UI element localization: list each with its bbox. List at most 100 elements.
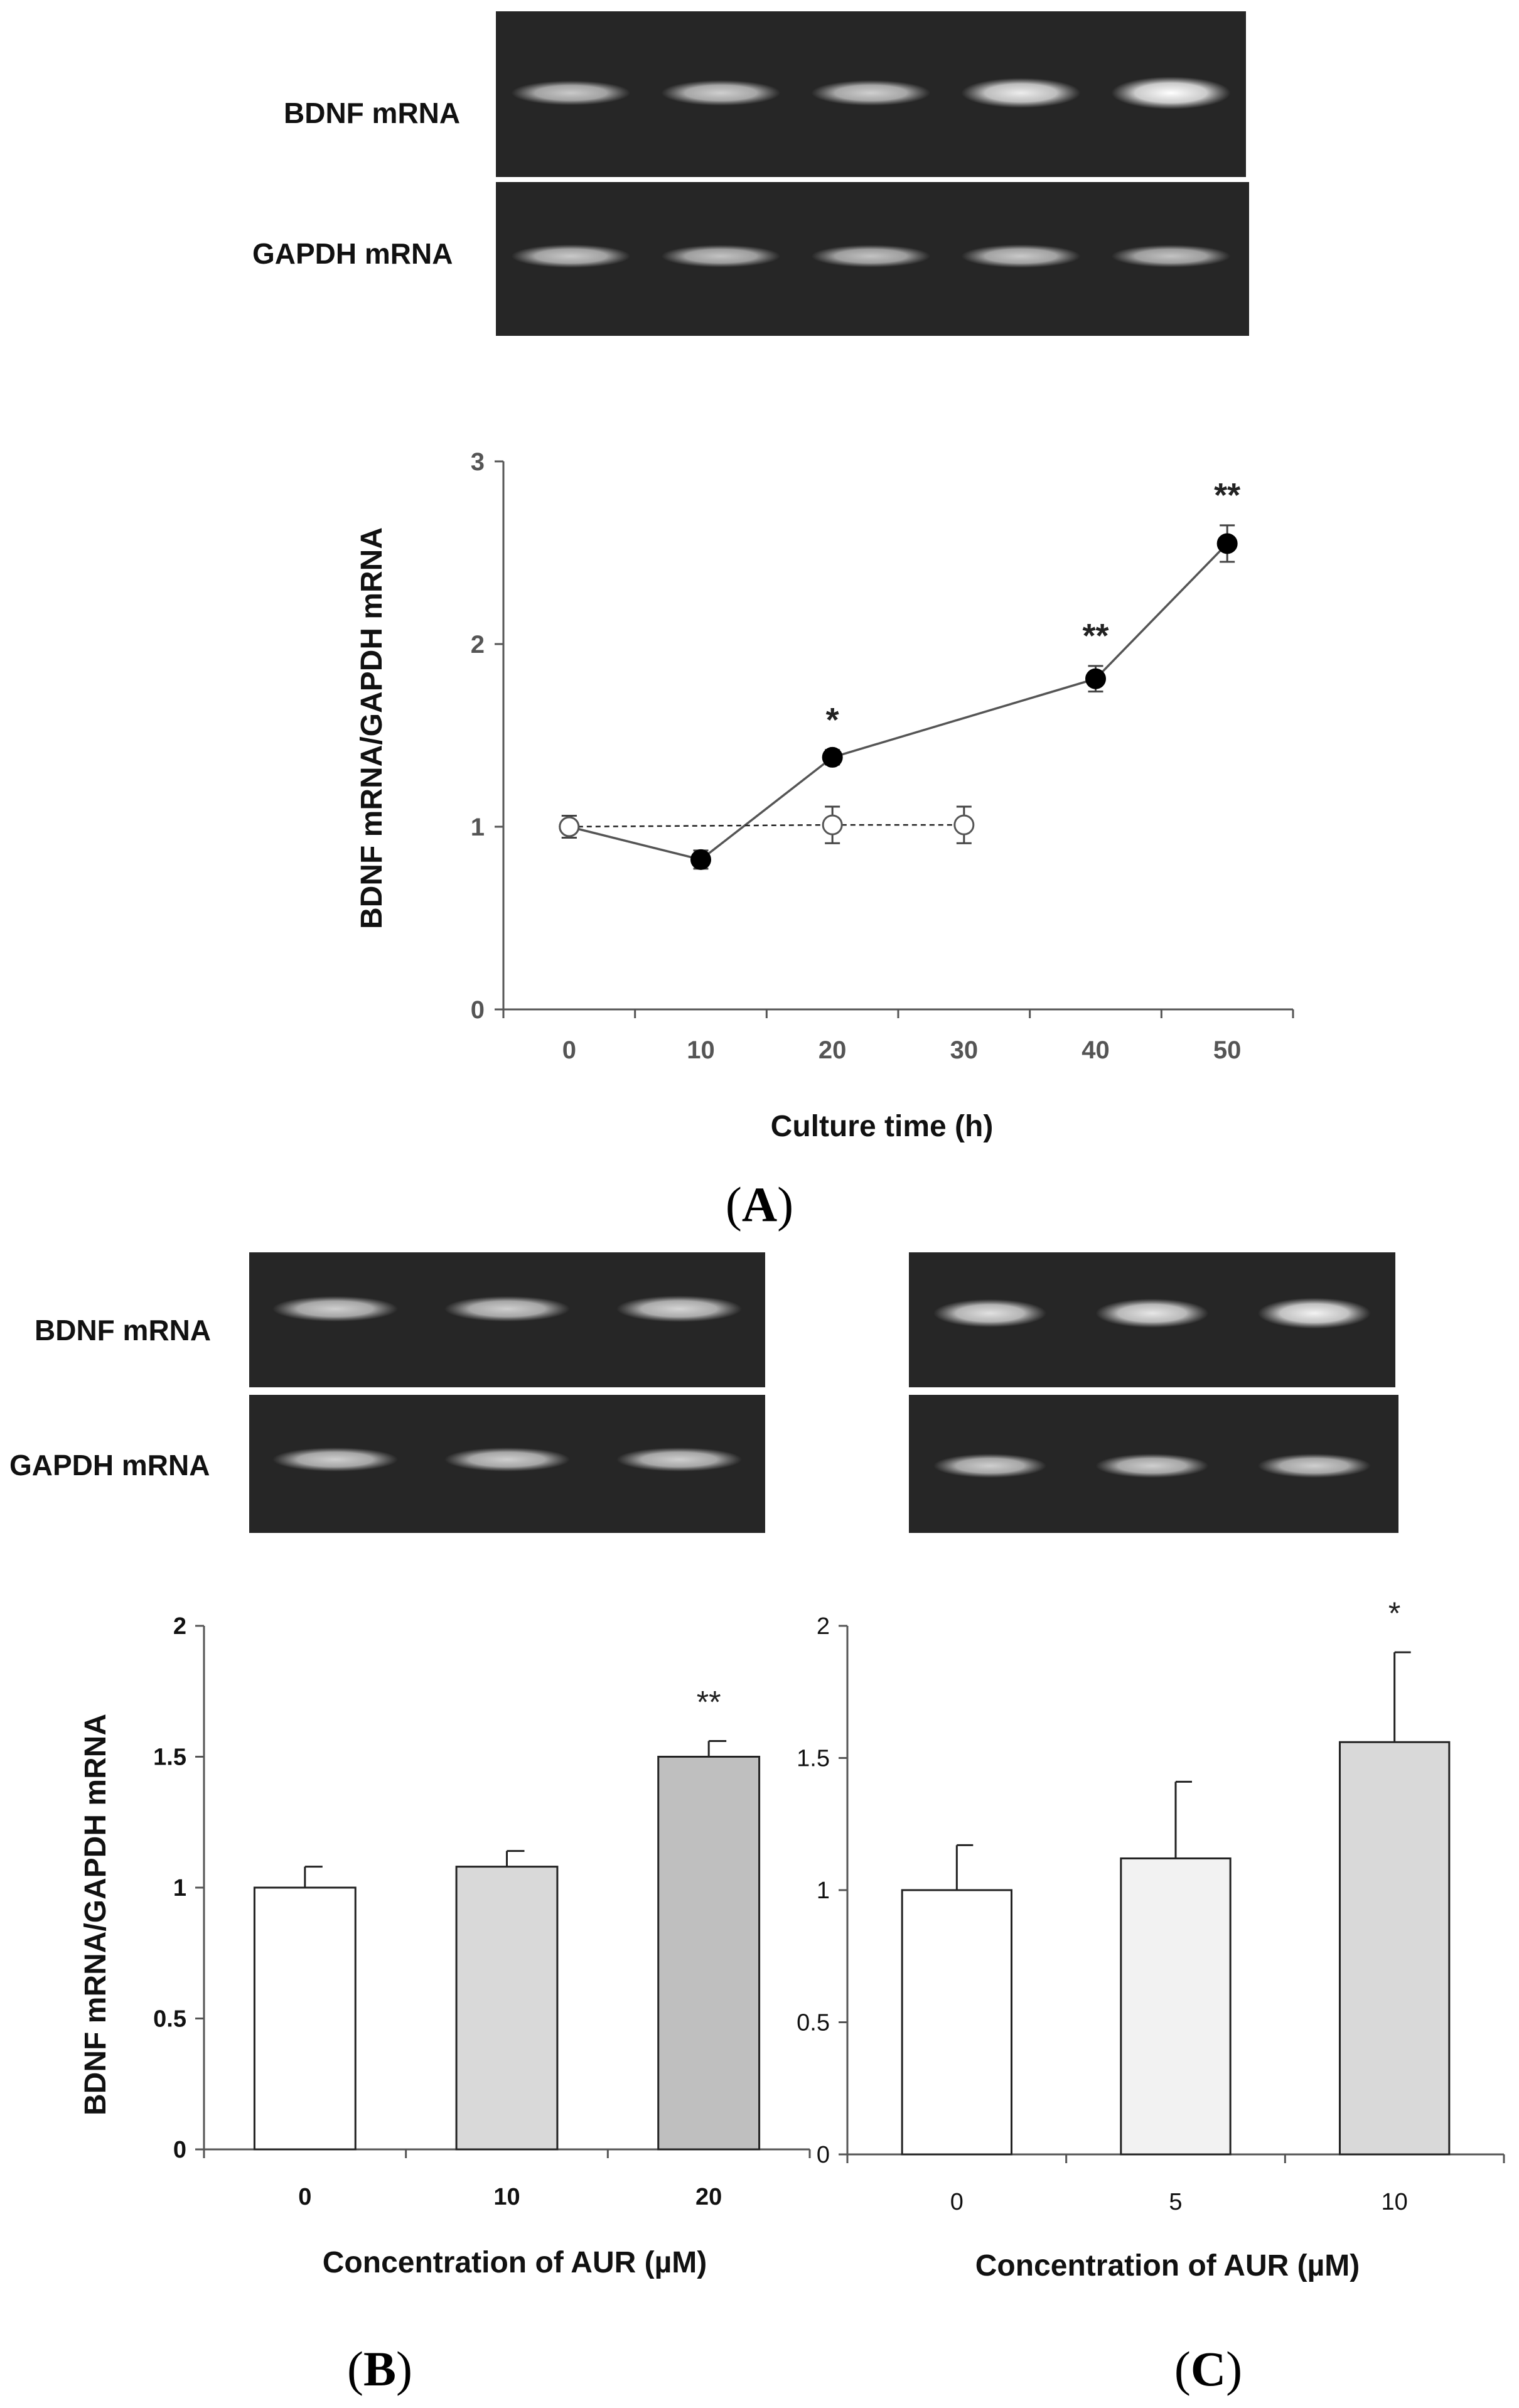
panel-letter-a: A bbox=[742, 1177, 777, 1232]
chart-c-y-tick-label: 1 bbox=[817, 1878, 830, 1904]
chart-b-y-tick-label: 0.5 bbox=[153, 2006, 186, 2033]
gel-c-bdnf-band bbox=[1257, 1298, 1371, 1329]
gel-a-bdnf-band bbox=[661, 80, 781, 106]
chart-a-x-tick-label: 40 bbox=[1082, 1036, 1110, 1064]
gel-b-gapdh-label: GAPDH mRNA bbox=[9, 1449, 210, 1481]
gel-c-gapdh-band bbox=[1257, 1453, 1371, 1478]
chart-b-significance-mark: ** bbox=[697, 1684, 721, 1719]
chart-b: 00.511.520 10 20 ** Concentration of AUR (… bbox=[79, 1613, 811, 2279]
gel-a-gapdh-band bbox=[511, 244, 631, 268]
chart-a-x-tick-label: 20 bbox=[819, 1036, 847, 1064]
gel-a-gapdh-band bbox=[661, 245, 781, 267]
gel-b-bands bbox=[272, 1295, 742, 1472]
chart-c-x-tick-label: 0 bbox=[950, 2189, 963, 2215]
chart-c-ticks: 0 0.5 1 1.5 2 0 5 10 bbox=[797, 1613, 1505, 2215]
chart-c-y-tick-label: 2 bbox=[817, 1613, 830, 1640]
gel-b-bdnf-band bbox=[616, 1295, 742, 1323]
panel-label-b: (B) bbox=[347, 2341, 412, 2396]
chart-b-ticks: 00.511.520 10 20 bbox=[153, 1613, 811, 2210]
gel-a-bdnf-band bbox=[811, 80, 931, 106]
chart-a-line-control bbox=[569, 824, 964, 828]
chart-a-points bbox=[559, 533, 1238, 870]
chart-a-x-tick-label: 30 bbox=[950, 1036, 979, 1064]
gel-c-gapdh-band bbox=[933, 1453, 1047, 1478]
chart-c-significance-mark: * bbox=[1388, 1596, 1400, 1631]
chart-a-point-treated bbox=[822, 746, 843, 768]
chart-a-significance-mark: * bbox=[826, 701, 839, 739]
gel-a-gapdh-band bbox=[811, 245, 931, 267]
panel-letter-b: B bbox=[363, 2341, 396, 2396]
gel-b-bdnf-label: BDNF mRNA bbox=[35, 1314, 211, 1346]
chart-c-x-tick-label: 10 bbox=[1382, 2189, 1408, 2215]
chart-a-series-lines bbox=[569, 542, 1228, 861]
chart-a-point-control bbox=[953, 814, 975, 836]
panel-label-c: (C) bbox=[1174, 2341, 1242, 2396]
gel-b-bdnf-band bbox=[272, 1296, 398, 1322]
chart-b-y-tick-label: 1 bbox=[173, 1875, 186, 1901]
gel-b-bdnf-band bbox=[444, 1296, 570, 1322]
gel-a-bdnf-band bbox=[961, 78, 1081, 108]
chart-a-x-label: Culture time (h) bbox=[771, 1110, 994, 1143]
chart-a-y-tick-label: 2 bbox=[471, 631, 485, 658]
chart-c-bar bbox=[1339, 1741, 1451, 2156]
gel-a: BDNF mRNA GAPDH mRNA bbox=[252, 11, 1249, 336]
chart-b-bar bbox=[657, 1756, 761, 2151]
gel-a-bdnf-label: BDNF mRNA bbox=[284, 97, 460, 129]
panel-letter-c: C bbox=[1191, 2341, 1226, 2396]
chart-a-y-tick-label: 1 bbox=[471, 814, 485, 841]
chart-b-x-tick-label: 10 bbox=[493, 2184, 520, 2210]
gel-c-bands bbox=[933, 1298, 1371, 1478]
gel-c bbox=[909, 1252, 1398, 1533]
gel-b-gapdh-band bbox=[272, 1447, 398, 1472]
chart-c-y-tick-label: 0 bbox=[817, 2142, 830, 2168]
chart-b-y-tick-label: 0 bbox=[173, 2137, 186, 2163]
chart-a-significance-mark: ** bbox=[1082, 617, 1108, 655]
chart-a-significance-mark: ** bbox=[1214, 476, 1240, 514]
chart-a-error-bars bbox=[561, 524, 1235, 870]
chart-a-x-tick-label: 10 bbox=[687, 1036, 715, 1064]
gel-c-bdnf-band bbox=[1095, 1298, 1209, 1328]
chart-b-bars bbox=[253, 1756, 761, 2151]
chart-c-error-bars bbox=[955, 1651, 1411, 1890]
gel-b: BDNF mRNA GAPDH mRNA bbox=[9, 1252, 765, 1533]
gel-a-gapdh-label: GAPDH mRNA bbox=[252, 237, 453, 270]
chart-a-y-label: BDNF mRNA/GAPDH mRNA bbox=[355, 527, 389, 929]
gel-c-bdnf-band bbox=[933, 1299, 1047, 1328]
gel-a-bands bbox=[511, 77, 1231, 268]
chart-b-y-tick-label: 2 bbox=[173, 1613, 186, 1640]
gel-b-gapdh-band bbox=[444, 1447, 570, 1472]
chart-b-x-tick-label: 0 bbox=[298, 2184, 311, 2210]
chart-b-bar bbox=[455, 1866, 559, 2151]
chart-a-y-tick-label: 3 bbox=[471, 448, 485, 476]
gel-a-bdnf-band bbox=[1111, 77, 1231, 109]
chart-b-bar bbox=[253, 1886, 357, 2151]
gel-a-gapdh-band bbox=[1111, 245, 1231, 267]
chart-b-y-label: BDNF mRNA/GAPDH mRNA bbox=[79, 1714, 112, 2115]
chart-a-significance: ***** bbox=[826, 476, 1241, 739]
gel-a-bdnf-band bbox=[511, 80, 631, 105]
chart-b-x-tick-label: 20 bbox=[695, 2184, 722, 2210]
chart-c-y-tick-label: 0.5 bbox=[797, 2010, 830, 2036]
chart-a-x-tick-label: 50 bbox=[1213, 1036, 1242, 1064]
chart-a-point-treated bbox=[1216, 533, 1238, 554]
chart-c: 0 0.5 1 1.5 2 0 5 10 * Concentration of AUR (µM… bbox=[797, 1596, 1505, 2282]
chart-c-significance: * bbox=[1388, 1596, 1400, 1631]
chart-c-y-tick-label: 1.5 bbox=[797, 1746, 830, 1772]
chart-a-line-treated bbox=[569, 542, 1228, 861]
chart-b-y-tick-label: 1.5 bbox=[153, 1744, 186, 1771]
chart-b-error-bars bbox=[304, 1739, 727, 1888]
chart-b-x-label: Concentration of AUR (µM) bbox=[323, 2246, 707, 2279]
chart-a-point-control bbox=[822, 814, 843, 836]
chart-b-significance: ** bbox=[697, 1684, 721, 1719]
chart-c-bar bbox=[1120, 1857, 1232, 2156]
chart-c-x-label: Concentration of AUR (µM) bbox=[975, 2249, 1360, 2282]
chart-a-point-control bbox=[559, 816, 580, 837]
chart-a-y-tick-label: 0 bbox=[471, 996, 485, 1024]
gel-b-gapdh-band bbox=[616, 1447, 742, 1472]
chart-a-x-tick-label: 0 bbox=[562, 1036, 576, 1064]
chart-c-bar bbox=[901, 1889, 1012, 2156]
chart-a-point-treated bbox=[690, 849, 711, 870]
